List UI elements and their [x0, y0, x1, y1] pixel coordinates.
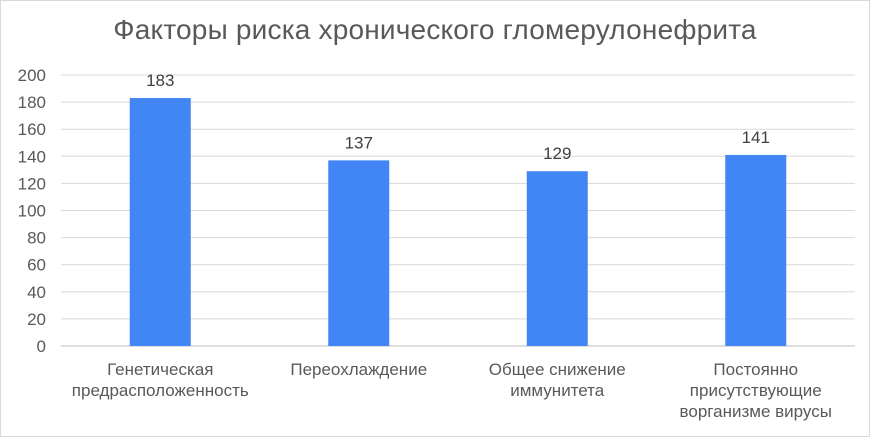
data-label: 137: [345, 133, 373, 152]
y-tick-label: 40: [27, 283, 46, 302]
y-tick-label: 200: [18, 66, 46, 85]
x-category-label-line: ворганизме вирусы: [680, 402, 832, 421]
bar: [328, 160, 390, 346]
x-axis-categories: Генетическая предрасположенность Переохлаж…: [72, 360, 832, 421]
chart-title: Факторы риска хронического гломерулонефр…: [113, 14, 757, 45]
x-category-label: Постоянно присутствующие ворганизме вирусы: [680, 360, 832, 421]
x-category-label: Переохлаждение: [290, 360, 427, 379]
y-tick-label: 0: [37, 337, 46, 356]
y-tick-label: 160: [18, 120, 46, 139]
x-category-label-line: Генетическая: [107, 360, 213, 379]
x-category-label-line: Общее снижение: [489, 360, 626, 379]
y-tick-label: 180: [18, 93, 46, 112]
y-tick-label: 140: [18, 147, 46, 166]
x-category-label-line: присутствующие: [690, 381, 822, 400]
gridlines: [61, 74, 855, 347]
bar: [526, 171, 588, 346]
data-label: 129: [543, 144, 571, 163]
bars: [129, 98, 787, 346]
x-category-label-line: Постоянно: [713, 360, 798, 379]
data-label: 141: [742, 128, 770, 147]
x-category-label-line: предрасположенность: [72, 381, 249, 400]
x-category-label: Общее снижение иммунитета: [489, 360, 626, 400]
data-label: 183: [146, 71, 174, 90]
x-category-label: Генетическая предрасположенность: [72, 360, 249, 400]
y-axis-ticks: 0 20 40 60 80 100 120 140 160 180 200: [18, 66, 46, 356]
y-tick-label: 120: [18, 174, 46, 193]
y-tick-label: 20: [27, 310, 46, 329]
y-tick-label: 60: [27, 256, 46, 275]
data-labels: 183 137 129 141: [146, 71, 770, 163]
bar: [129, 98, 191, 346]
bar: [725, 154, 787, 346]
y-tick-label: 80: [27, 229, 46, 248]
x-category-label-line: иммунитета: [510, 381, 605, 400]
x-category-label-line: Переохлаждение: [290, 360, 427, 379]
y-tick-label: 100: [18, 202, 46, 221]
